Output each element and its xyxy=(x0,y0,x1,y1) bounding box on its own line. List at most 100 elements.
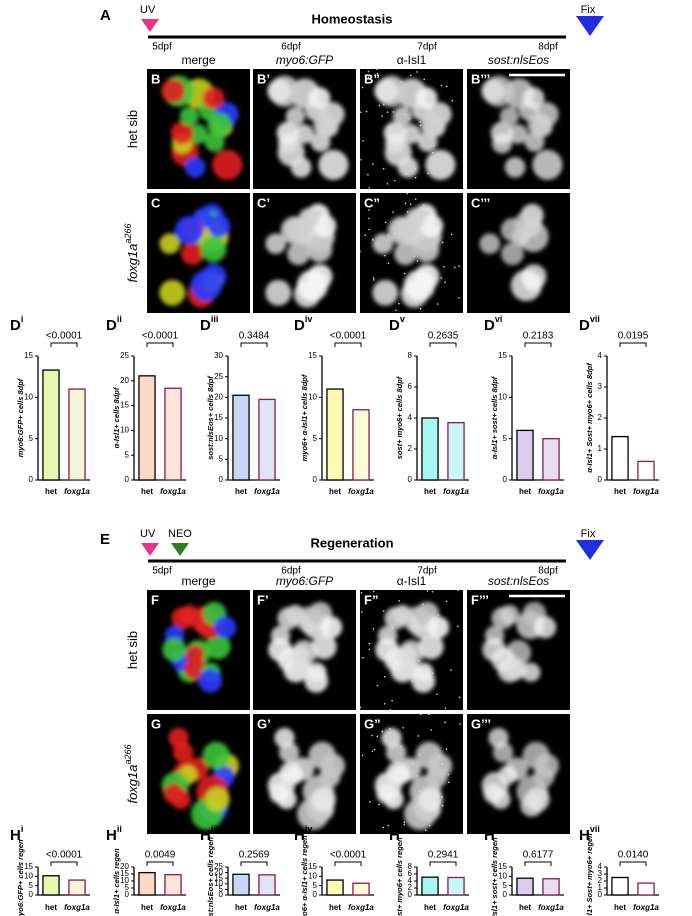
speckle xyxy=(368,217,370,220)
cell xyxy=(392,106,412,126)
bar xyxy=(42,875,60,896)
speckle xyxy=(371,734,373,737)
speckle xyxy=(376,684,379,687)
x-tick-label: het xyxy=(424,487,436,496)
panel-label: Diii xyxy=(200,314,218,334)
bar xyxy=(421,876,439,896)
speckle xyxy=(380,787,382,790)
significance-bracket xyxy=(429,342,457,347)
cell xyxy=(184,156,206,178)
speckle xyxy=(445,748,448,750)
y-tick-label: 5 xyxy=(219,454,224,463)
uv-arrow xyxy=(141,543,159,556)
speckle xyxy=(361,611,363,613)
x-tick-label: het xyxy=(329,487,341,496)
panel-letter: H xyxy=(484,827,495,844)
y-tick-label: 4 xyxy=(408,876,413,885)
speckle xyxy=(406,192,409,195)
speckle xyxy=(394,309,397,312)
y-tick-label: 5 xyxy=(503,434,508,443)
speckle xyxy=(360,591,363,594)
significance-bracket xyxy=(429,861,457,866)
y-tick-label: 10 xyxy=(498,392,507,401)
cell xyxy=(499,604,520,625)
cell xyxy=(179,106,199,126)
p-value: <0.0001 xyxy=(330,850,367,861)
cell xyxy=(479,233,501,254)
speckle xyxy=(441,796,443,798)
y-tick-label: 15 xyxy=(120,869,129,878)
y-tick-label: 10 xyxy=(498,871,507,880)
panel-letter: H xyxy=(579,827,590,844)
speckle xyxy=(411,762,414,765)
bar xyxy=(447,876,465,896)
cell xyxy=(425,149,456,180)
cell xyxy=(311,634,337,660)
fix-arrow xyxy=(576,16,604,36)
speckle xyxy=(393,179,396,182)
speckle xyxy=(391,699,393,702)
cell xyxy=(376,783,397,804)
speckle xyxy=(382,167,385,170)
y-tick-label: 0 xyxy=(125,890,130,899)
speckle xyxy=(389,709,392,711)
x-tick-label: het xyxy=(614,487,626,496)
timeline-title: Homeostasis xyxy=(312,11,393,26)
y-axis-label: α-Isl1+ sost+ cells 8dpf xyxy=(490,375,499,459)
cell xyxy=(483,783,504,804)
speckle xyxy=(418,790,421,792)
panel-label: Dvi xyxy=(484,314,502,334)
y-axis-label: myo6:GFP+ cells regen xyxy=(16,839,25,916)
speckle xyxy=(432,151,434,154)
day-label: 7dpf xyxy=(417,42,437,53)
cells xyxy=(268,601,343,693)
speckle xyxy=(372,628,375,630)
speckle xyxy=(413,255,416,258)
panel-label: Hiii xyxy=(200,824,218,844)
bar xyxy=(258,874,276,896)
cell xyxy=(372,233,394,254)
panel-sup: v xyxy=(400,824,405,834)
start-label: UV xyxy=(140,4,156,16)
speckle xyxy=(362,140,364,142)
y-tick-label: 25 xyxy=(120,351,129,360)
image-panel-label: B’ xyxy=(257,71,270,86)
y-axis-label: sost:nlsEos+ cells 8dpf xyxy=(206,375,215,460)
x-tick-label: het xyxy=(424,903,436,912)
day-label: 5dpf xyxy=(152,42,172,53)
panel-label: Hvii xyxy=(579,824,600,844)
cell xyxy=(202,741,230,770)
cells xyxy=(161,75,243,180)
speckle xyxy=(372,163,374,165)
speckle xyxy=(387,126,390,129)
speckle xyxy=(429,156,432,159)
p-value: 0.2635 xyxy=(428,331,459,342)
speckle xyxy=(403,823,406,826)
day-label: 8dpf xyxy=(538,566,558,577)
panel-letter: D xyxy=(484,317,495,334)
y-tick-label: 8 xyxy=(408,351,413,360)
y-tick-label: 10 xyxy=(214,434,223,443)
panel-letter: D xyxy=(294,317,305,334)
y-tick-label: 0 xyxy=(598,475,603,484)
speckle xyxy=(420,713,422,716)
speckle xyxy=(361,754,364,757)
x-tick-label: foxg1a xyxy=(348,487,374,496)
y-tick-label: 1 xyxy=(598,444,603,453)
significance-bracket xyxy=(146,861,174,866)
cell xyxy=(202,87,225,109)
speckle xyxy=(418,754,421,756)
panel-sup: iii xyxy=(211,314,219,324)
speckle xyxy=(447,773,450,776)
speckle xyxy=(386,182,389,185)
cell xyxy=(413,236,440,263)
uv-arrow xyxy=(141,19,159,32)
speckle xyxy=(426,590,429,592)
speckle xyxy=(433,144,435,147)
y-tick-label: 15 xyxy=(24,351,33,360)
speckle xyxy=(372,277,375,279)
cell xyxy=(294,124,314,144)
y-tick-label: 0 xyxy=(408,890,413,899)
speckle xyxy=(414,176,417,179)
x-tick-label: het xyxy=(329,903,341,912)
